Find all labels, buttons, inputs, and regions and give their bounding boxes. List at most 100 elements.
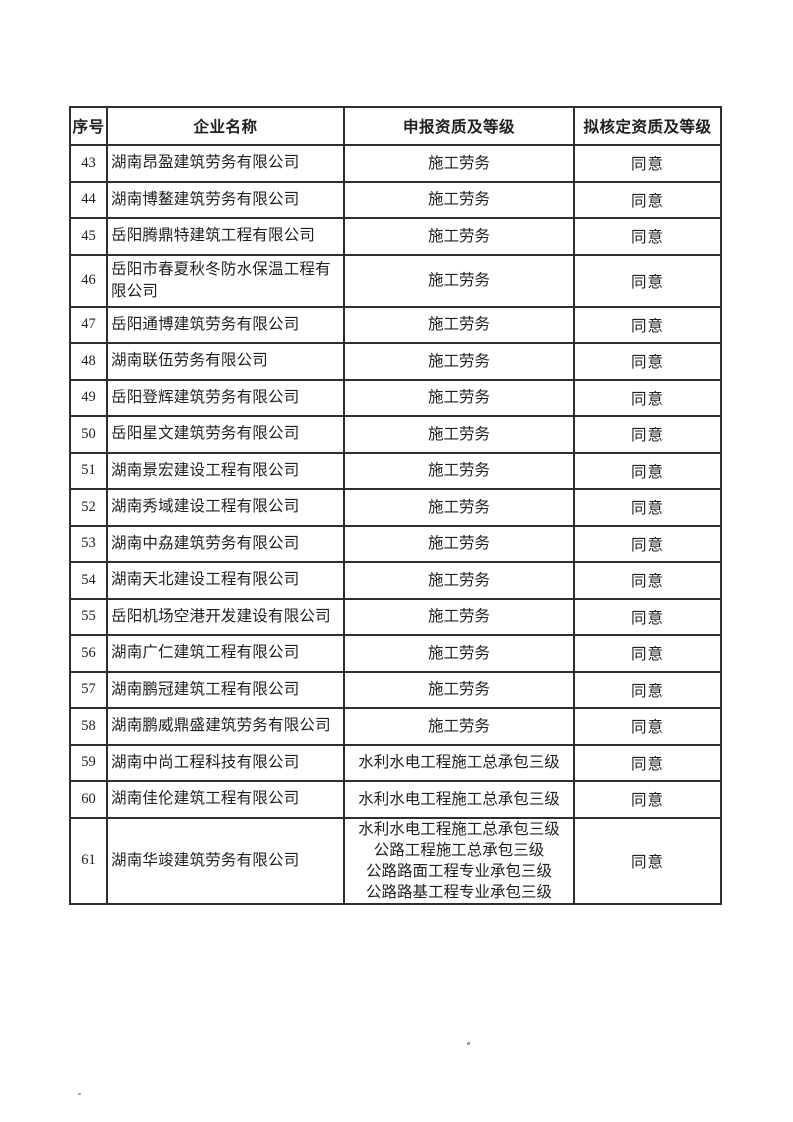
row-index: 58 <box>69 707 108 746</box>
qualification-line: 施工劳务 <box>427 462 490 480</box>
table-row: 50 岳阳星文建筑劳务有限公司 施工劳务 同意 <box>69 415 722 454</box>
table-row: 49 岳阳登辉建筑劳务有限公司 施工劳务 同意 <box>69 378 722 417</box>
company-name: 湖南昂盈建筑劳务有限公司 <box>106 144 345 183</box>
approved-result: 同意 <box>573 707 722 746</box>
qualification-line: 施工劳务 <box>427 316 490 334</box>
table-row: 44 湖南博鳌建筑劳务有限公司 施工劳务 同意 <box>69 180 722 219</box>
approved-result: 同意 <box>573 180 722 219</box>
declared-qualifications: 施工劳务 <box>343 144 575 183</box>
row-index: 51 <box>69 451 108 490</box>
table-row: 57 湖南鹏冠建筑工程有限公司 施工劳务 同意 <box>69 670 722 709</box>
qualification-line: 施工劳务 <box>427 717 490 735</box>
row-index: 48 <box>69 342 108 381</box>
qualification-line: 施工劳务 <box>427 571 490 589</box>
table-row: 54 湖南天北建设工程有限公司 施工劳务 同意 <box>69 561 722 600</box>
declared-qualifications: 施工劳务 <box>343 634 575 673</box>
table-row: 48 湖南联伍劳务有限公司 施工劳务 同意 <box>69 342 722 381</box>
approved-result: 同意 <box>573 378 722 417</box>
qualification-line: 施工劳务 <box>427 227 490 245</box>
row-index: 47 <box>69 305 108 344</box>
approved-result: 同意 <box>573 816 722 905</box>
row-index: 46 <box>69 253 108 308</box>
company-name: 岳阳登辉建筑劳务有限公司 <box>106 378 345 417</box>
qualification-line: 施工劳务 <box>427 272 490 289</box>
qualification-line: 公路路面工程专业承包三级 <box>365 862 552 880</box>
declared-qualifications: 水利水电工程施工总承包三级 <box>343 743 575 782</box>
table-row: 52 湖南秀域建设工程有限公司 施工劳务 同意 <box>69 488 722 527</box>
approved-result: 同意 <box>573 253 722 308</box>
row-index: 44 <box>69 180 108 219</box>
table-row: 47 岳阳通博建筑劳务有限公司 施工劳务 同意 <box>69 305 722 344</box>
company-name: 湖南天北建设工程有限公司 <box>106 561 345 600</box>
row-index: 60 <box>69 780 108 819</box>
declared-qualifications: 施工劳务 <box>343 707 575 746</box>
row-index: 54 <box>69 561 108 600</box>
company-name: 湖南佳伦建筑工程有限公司 <box>106 780 345 819</box>
qualification-line: 施工劳务 <box>427 191 490 209</box>
qualification-line: 水利水电工程施工总承包三级 <box>358 754 560 772</box>
company-name: 岳阳腾鼎特建筑工程有限公司 <box>106 217 345 256</box>
company-name: 岳阳机场空港开发建设有限公司 <box>106 597 345 636</box>
header-company-name: 企业名称 <box>106 106 345 146</box>
table-row: 51 湖南景宏建设工程有限公司 施工劳务 同意 <box>69 451 722 490</box>
qualification-line: 公路路基工程专业承包三级 <box>365 883 552 901</box>
declared-qualifications: 施工劳务 <box>343 305 575 344</box>
approved-result: 同意 <box>573 342 722 381</box>
declared-qualifications: 施工劳务 <box>343 597 575 636</box>
table-row: 46 岳阳市春夏秋冬防水保温工程有限公司 施工劳务 同意 <box>69 253 722 308</box>
company-name: 湖南景宏建设工程有限公司 <box>106 451 345 490</box>
row-index: 55 <box>69 597 108 636</box>
declared-qualifications: 施工劳务 <box>343 561 575 600</box>
table-row: 43 湖南昂盈建筑劳务有限公司 施工劳务 同意 <box>69 144 722 183</box>
row-index: 53 <box>69 524 108 563</box>
scan-speck <box>78 1093 81 1095</box>
declared-qualifications: 施工劳务 <box>343 253 575 308</box>
row-index: 50 <box>69 415 108 454</box>
qualification-line: 施工劳务 <box>427 498 490 516</box>
row-index: 49 <box>69 378 108 417</box>
table-row: 59 湖南中尚工程科技有限公司 水利水电工程施工总承包三级 同意 <box>69 743 722 782</box>
qualification-line: 水利水电工程施工总承包三级 <box>358 820 560 838</box>
table-row: 61 湖南华竣建筑劳务有限公司 水利水电工程施工总承包三级 公路工程施工总承包三级… <box>69 816 722 905</box>
qualification-line: 施工劳务 <box>427 644 490 662</box>
approved-result: 同意 <box>573 597 722 636</box>
table-row: 60 湖南佳伦建筑工程有限公司 水利水电工程施工总承包三级 同意 <box>69 780 722 819</box>
row-index: 59 <box>69 743 108 782</box>
company-name: 湖南华竣建筑劳务有限公司 <box>106 816 345 905</box>
approved-result: 同意 <box>573 415 722 454</box>
qualification-line: 施工劳务 <box>427 154 490 172</box>
qualification-line: 水利水电工程施工总承包三级 <box>358 790 560 808</box>
declared-qualifications: 施工劳务 <box>343 451 575 490</box>
company-name: 湖南鹏威鼎盛建筑劳务有限公司 <box>106 707 345 746</box>
approved-result: 同意 <box>573 670 722 709</box>
qualification-line: 施工劳务 <box>427 389 490 407</box>
company-name: 湖南鹏冠建筑工程有限公司 <box>106 670 345 709</box>
company-name: 湖南广仁建筑工程有限公司 <box>106 634 345 673</box>
company-name: 岳阳市春夏秋冬防水保温工程有限公司 <box>106 253 345 308</box>
table-row: 53 湖南中劦建筑劳务有限公司 施工劳务 同意 <box>69 524 722 563</box>
table-row: 56 湖南广仁建筑工程有限公司 施工劳务 同意 <box>69 634 722 673</box>
header-index: 序号 <box>69 106 108 146</box>
declared-qualifications: 施工劳务 <box>343 217 575 256</box>
row-index: 57 <box>69 670 108 709</box>
approved-result: 同意 <box>573 451 722 490</box>
table-row: 58 湖南鹏威鼎盛建筑劳务有限公司 施工劳务 同意 <box>69 707 722 746</box>
header-declared-qualification: 申报资质及等级 <box>343 106 575 146</box>
qualification-line: 施工劳务 <box>427 352 490 370</box>
table-row: 55 岳阳机场空港开发建设有限公司 施工劳务 同意 <box>69 597 722 636</box>
approved-result: 同意 <box>573 488 722 527</box>
approved-result: 同意 <box>573 634 722 673</box>
company-name: 湖南中尚工程科技有限公司 <box>106 743 345 782</box>
company-name: 湖南中劦建筑劳务有限公司 <box>106 524 345 563</box>
declared-qualifications: 施工劳务 <box>343 342 575 381</box>
approved-result: 同意 <box>573 561 722 600</box>
table-header-row: 序号 企业名称 申报资质及等级 拟核定资质及等级 <box>69 106 722 146</box>
approved-result: 同意 <box>573 743 722 782</box>
qualification-line: 施工劳务 <box>427 681 490 699</box>
row-index: 43 <box>69 144 108 183</box>
company-name: 岳阳星文建筑劳务有限公司 <box>106 415 345 454</box>
row-index: 61 <box>69 816 108 905</box>
declared-qualifications: 施工劳务 <box>343 670 575 709</box>
declared-qualifications: 施工劳务 <box>343 524 575 563</box>
